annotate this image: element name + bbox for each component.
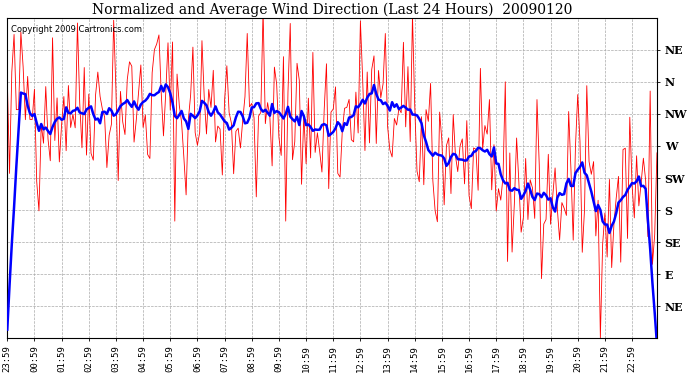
Title: Normalized and Average Wind Direction (Last 24 Hours)  20090120: Normalized and Average Wind Direction (L… bbox=[92, 3, 572, 17]
Text: Copyright 2009 Cartronics.com: Copyright 2009 Cartronics.com bbox=[10, 25, 141, 34]
